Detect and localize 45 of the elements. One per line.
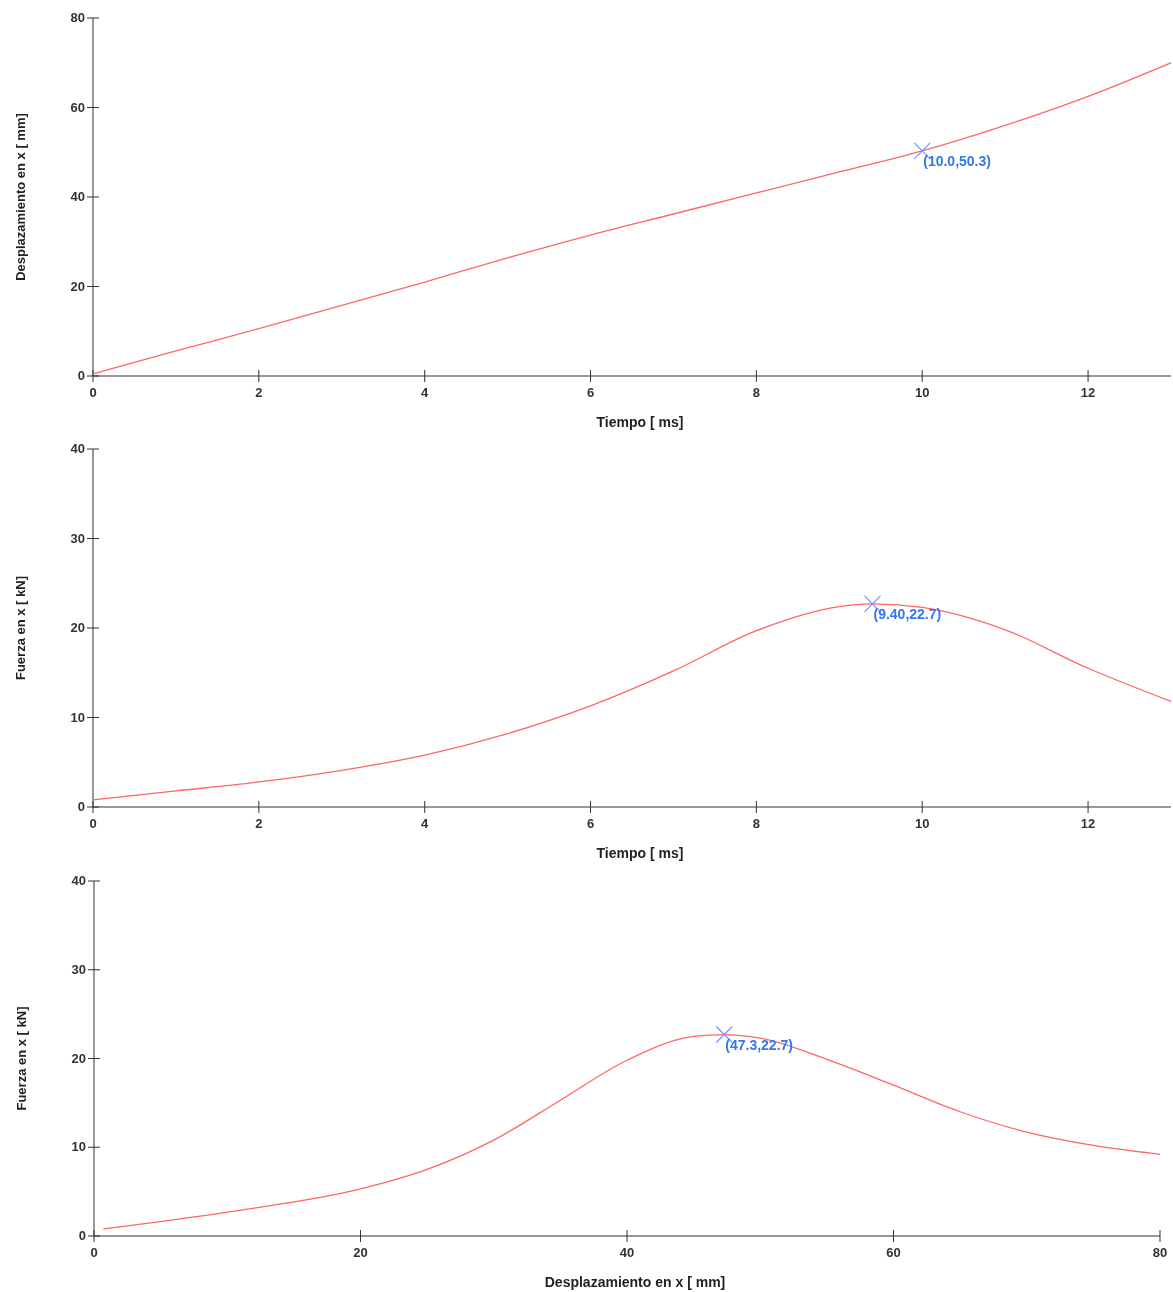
annotation: (47.3,22.7) [725,1036,793,1053]
x-tick-label: 8 [752,816,760,831]
x-axis-title: Tiempo [ ms] [596,845,684,861]
x-tick-label: 20 [353,1245,368,1260]
y-tick-label: 0 [77,799,85,814]
x-tick-label: 40 [619,1245,635,1260]
x-tick-label: 80 [1152,1245,1168,1260]
y-tick-label: 20 [70,620,85,635]
line-series [102,1033,1161,1230]
x-axis-title: Tiempo [ ms] [596,414,684,430]
x-tick-label: 8 [752,385,760,400]
x-tick-label: 12 [1080,816,1096,831]
y-tick-label: 0 [77,368,85,383]
y-tick-label: 40 [70,189,85,204]
x-tick-label: 0 [90,1245,98,1260]
x-tick-label: 2 [255,385,263,400]
y-axis-title: Fuerza en x [ kN] [14,1006,29,1111]
line-series [92,603,1172,801]
y-tick-label: 60 [70,99,85,115]
x-axis-title: Desplazamiento en x [ mm] [544,1274,726,1290]
x-tick-label: 4 [421,816,430,831]
y-tick-label: 40 [70,441,85,456]
x-tick-label: 4 [421,385,430,400]
x-tick-label: 12 [1080,385,1096,400]
y-tick-label: 0 [78,1228,86,1243]
annotation: (9.40,22.7) [873,605,942,622]
x-tick-label: 0 [89,385,97,400]
y-tick-label: 40 [71,873,86,888]
x-tick-label: 6 [586,816,595,831]
y-tick-label: 30 [71,961,86,977]
x-tick-label: 10 [915,816,930,831]
y-tick-label: 10 [70,709,85,725]
x-tick-label: 60 [886,1245,901,1260]
x-tick-label: 6 [586,385,595,400]
y-tick-label: 80 [70,10,85,25]
annotation: (10.0,50.3) [923,152,991,169]
y-axis-title: Fuerza en x [ kN] [13,575,28,681]
y-axis-title: Desplazamiento en x [ mm] [13,113,28,281]
y-tick-label: 20 [71,1050,86,1066]
x-tick-label: 0 [89,816,97,831]
y-tick-label: 10 [71,1139,86,1155]
y-tick-label: 20 [70,278,85,294]
x-tick-label: 10 [915,385,930,400]
y-tick-label: 30 [70,530,85,546]
x-tick-label: 2 [255,816,263,831]
